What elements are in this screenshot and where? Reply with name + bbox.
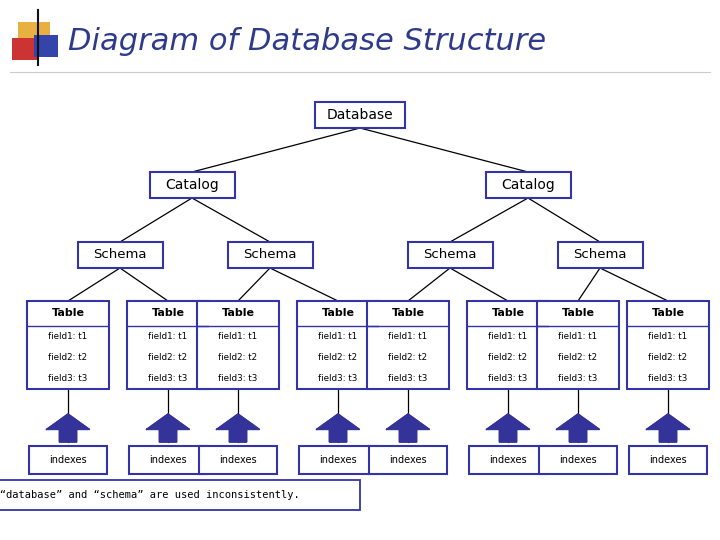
Text: Table: Table	[492, 308, 524, 318]
Bar	[199, 446, 277, 474]
Bar	[34, 35, 58, 57]
Text: field2: t2: field2: t2	[48, 353, 88, 362]
Polygon shape	[147, 414, 189, 442]
Text: field1: t1: field1: t1	[48, 332, 88, 341]
Text: indexes: indexes	[49, 455, 87, 465]
Text: field3: t3: field3: t3	[488, 374, 528, 383]
Bar	[315, 102, 405, 128]
Text: Schema: Schema	[94, 248, 147, 261]
Text: field2: t2: field2: t2	[148, 353, 188, 362]
Text: Catalog: Catalog	[165, 178, 219, 192]
Text: field3: t3: field3: t3	[48, 374, 88, 383]
Bar	[629, 446, 707, 474]
Text: field1: t1: field1: t1	[488, 332, 528, 341]
Text: indexes: indexes	[319, 455, 357, 465]
Text: Catalog: Catalog	[501, 178, 555, 192]
Bar	[78, 242, 163, 268]
Text: field2: t2: field2: t2	[318, 353, 358, 362]
Bar	[297, 301, 379, 389]
Text: Schema: Schema	[243, 248, 297, 261]
Bar	[467, 301, 549, 389]
Text: indexes: indexes	[559, 455, 597, 465]
Text: field3: t3: field3: t3	[218, 374, 258, 383]
Bar	[150, 172, 235, 198]
Text: Table: Table	[52, 308, 84, 318]
Text: indexes: indexes	[489, 455, 527, 465]
Bar	[129, 446, 207, 474]
Text: field1: t1: field1: t1	[649, 332, 688, 341]
Bar	[27, 301, 109, 389]
Bar	[228, 242, 312, 268]
Text: Schema: Schema	[573, 248, 626, 261]
Bar	[485, 172, 570, 198]
Text: field1: t1: field1: t1	[148, 332, 188, 341]
Text: field3: t3: field3: t3	[558, 374, 598, 383]
Text: indexes: indexes	[149, 455, 186, 465]
Bar	[627, 301, 709, 389]
Text: Schema: Schema	[423, 248, 477, 261]
Text: indexes: indexes	[219, 455, 257, 465]
Bar	[539, 446, 617, 474]
Text: field2: t2: field2: t2	[488, 353, 528, 362]
Text: Table: Table	[222, 308, 254, 318]
Bar	[127, 301, 209, 389]
Text: field2: t2: field2: t2	[559, 353, 598, 362]
Text: Table: Table	[562, 308, 595, 318]
Bar	[29, 446, 107, 474]
Text: field3: t3: field3: t3	[648, 374, 688, 383]
Bar	[557, 242, 642, 268]
Text: Table: Table	[392, 308, 425, 318]
Text: field1: t1: field1: t1	[318, 332, 358, 341]
Text: Table: Table	[652, 308, 685, 318]
Text: field2: t2: field2: t2	[218, 353, 258, 362]
Bar	[369, 446, 447, 474]
Text: field2: t2: field2: t2	[649, 353, 688, 362]
Text: indexes: indexes	[649, 455, 687, 465]
Bar	[408, 242, 492, 268]
Polygon shape	[557, 414, 600, 442]
Polygon shape	[647, 414, 690, 442]
Text: indexes: indexes	[390, 455, 427, 465]
Text: Database: Database	[327, 108, 393, 122]
Bar	[18, 22, 50, 50]
Text: field1: t1: field1: t1	[218, 332, 258, 341]
Polygon shape	[387, 414, 429, 442]
Bar	[537, 301, 619, 389]
Text: field2: t2: field2: t2	[388, 353, 428, 362]
Polygon shape	[47, 414, 89, 442]
Text: field1: t1: field1: t1	[559, 332, 598, 341]
Bar	[299, 446, 377, 474]
Text: field1: t1: field1: t1	[388, 332, 428, 341]
Text: field3: t3: field3: t3	[388, 374, 428, 383]
Text: field3: t3: field3: t3	[148, 374, 188, 383]
Text: In MySQL the words “database” and “schema” are used inconsistently.: In MySQL the words “database” and “schem…	[0, 490, 300, 500]
Bar	[197, 301, 279, 389]
Text: field3: t3: field3: t3	[318, 374, 358, 383]
Bar	[367, 301, 449, 389]
Bar	[12, 38, 38, 60]
Polygon shape	[317, 414, 359, 442]
Polygon shape	[217, 414, 259, 442]
Text: Table: Table	[322, 308, 354, 318]
Text: Diagram of Database Structure: Diagram of Database Structure	[68, 28, 546, 57]
Bar	[469, 446, 547, 474]
Text: Table: Table	[151, 308, 184, 318]
Bar	[0, 480, 360, 510]
Polygon shape	[487, 414, 529, 442]
